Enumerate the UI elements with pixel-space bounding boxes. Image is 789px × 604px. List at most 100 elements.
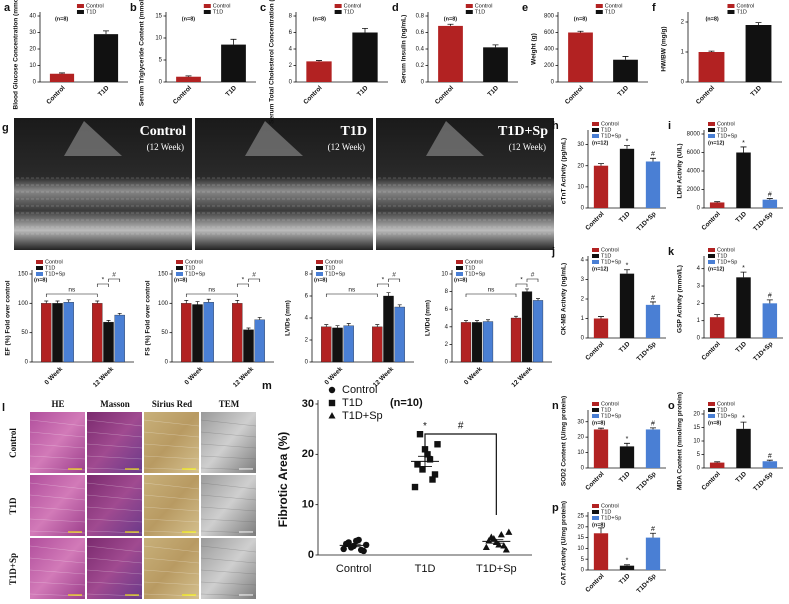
y-tick-label: 600 [544, 30, 555, 36]
bar [568, 32, 593, 82]
significance: # [531, 272, 535, 279]
significance: * [242, 277, 245, 284]
bar [63, 302, 74, 363]
bar [593, 429, 609, 468]
y-tick-label: 10 [577, 546, 584, 552]
bar [221, 44, 246, 82]
legend-label: T1D [465, 265, 475, 271]
error-bar [624, 442, 630, 447]
significance: # [651, 526, 655, 533]
panel-letter: m [262, 380, 272, 392]
legend-label: T1D+Sp [601, 515, 621, 521]
y-tick-label: 1 [697, 318, 701, 324]
error-bar [316, 60, 322, 62]
error-bar [624, 564, 630, 566]
significance: * [423, 421, 427, 432]
legend-swatch [708, 260, 715, 264]
legend-label: T1D [185, 265, 195, 271]
bar [192, 304, 203, 363]
legend-swatch [176, 266, 183, 270]
tissue-fiber [200, 443, 257, 449]
y-axis-label: cTnT Activity (pg/mL) [561, 138, 568, 204]
y-tick-label: 6 [445, 307, 449, 313]
sample-size: (n=10) [390, 397, 423, 409]
significance: # [651, 295, 655, 302]
x-tick-label: T1D+Sp [635, 471, 657, 493]
echo-week: (12 Week) [328, 142, 365, 152]
x-tick-label: T1D+Sp [752, 211, 774, 233]
tissue-fiber [143, 530, 200, 534]
bar [483, 47, 508, 82]
tissue-fiber [86, 545, 143, 553]
tissue-fiber [86, 431, 143, 438]
y-axis-label: GSP Activity (mmol/L) [677, 265, 684, 333]
legend-label: Control [45, 259, 63, 265]
x-tick-label: T1D [618, 572, 632, 586]
x-tick-label: Control [45, 85, 66, 106]
histology-image [201, 412, 256, 473]
tissue-fiber [86, 455, 143, 460]
point [482, 543, 490, 551]
tissue-fiber [143, 431, 200, 438]
error-bar [714, 461, 721, 463]
error-bar [397, 304, 402, 307]
legend-swatch [592, 122, 599, 126]
row-header: T1D+Sp [8, 553, 18, 585]
y-tick-label: 1 [581, 316, 585, 322]
error-bar [650, 532, 656, 538]
error-bar [117, 312, 122, 316]
bar [645, 161, 661, 208]
x-tick-label: T1D [618, 340, 632, 354]
y-tick-label: 0 [289, 80, 293, 86]
error-bar [106, 319, 111, 323]
y-tick-label: 30 [302, 398, 314, 410]
significance: # [458, 421, 464, 432]
legend-swatch [592, 414, 599, 418]
error-bar [447, 23, 454, 26]
y-tick-label: 0 [421, 80, 425, 86]
error-bar [475, 320, 479, 323]
x-tick-label: T1D+Sp [752, 471, 774, 493]
x-tick-label: Control [584, 211, 605, 232]
error-bar [55, 300, 60, 304]
error-bar [386, 292, 391, 296]
tissue-fiber [143, 569, 200, 575]
bar [613, 59, 638, 82]
tissue-fiber [143, 593, 200, 597]
sample-size: (n=12) [708, 266, 725, 272]
histology-image [201, 475, 256, 536]
y-axis-label: Serum Triglyceride Content (mmol/L) [139, 0, 146, 106]
error-bar [740, 146, 747, 153]
comparison-bracket [45, 293, 98, 297]
legend-swatch [592, 504, 599, 508]
tissue-fiber [29, 455, 86, 460]
tissue-fiber [143, 467, 200, 471]
panel-letter: p [552, 502, 559, 514]
bar [593, 165, 609, 208]
echo-cone [64, 121, 122, 156]
error-bar [650, 301, 656, 305]
tissue-fiber [143, 455, 200, 460]
y-tick-label: 0 [305, 360, 309, 366]
legend-swatch [708, 128, 715, 132]
tissue-fiber [86, 569, 143, 575]
legend-label: T1D [475, 9, 485, 15]
bar [762, 199, 778, 208]
tissue-fiber [143, 518, 200, 523]
y-tick-label: 3 [697, 284, 701, 290]
significance: # [768, 293, 772, 300]
legend-label: Control [86, 3, 104, 9]
tissue-fiber [86, 482, 143, 490]
error-bar [577, 30, 584, 33]
y-tick-label: 20 [577, 524, 584, 530]
sample-size: (n=8) [174, 277, 187, 283]
legend-label: Control [717, 121, 735, 127]
sample-size: (n=12) [592, 266, 609, 272]
x-tick-label: T1D [749, 84, 763, 98]
tissue-fiber [143, 545, 200, 553]
tissue-fiber [29, 419, 86, 427]
x-tick-label: Control [584, 341, 605, 362]
y-tick-label: 15 [577, 535, 584, 541]
x-tick-label: Control [172, 85, 193, 106]
bar [698, 52, 725, 82]
